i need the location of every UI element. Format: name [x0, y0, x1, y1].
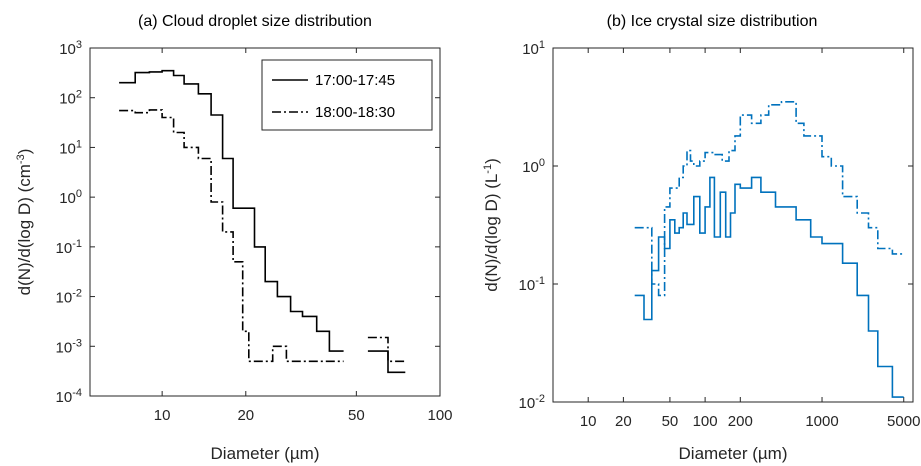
panel-b: (b) Ice crystal size distribution 10 20 50…: [482, 13, 920, 463]
x-tick-label: 10: [580, 413, 597, 430]
x-tick-label: 100: [427, 407, 452, 424]
y-tick-label: 10-4: [56, 387, 82, 406]
y-tick-label: 10-3: [56, 337, 82, 356]
x-tick-label: 20: [237, 407, 254, 424]
y-tick-label: 103: [59, 39, 82, 58]
y-tick-label: 100: [522, 157, 545, 176]
legend-label-series-1: 17:00-17:45: [315, 72, 395, 89]
series-line-2: [119, 109, 406, 363]
chart-a-plot-frame: [89, 47, 441, 397]
x-tick-label: 50: [662, 413, 679, 430]
series-line-1: [634, 176, 904, 398]
chart-a-legend: 17:00-17:45 18:00-18:30: [261, 59, 433, 131]
y-tick-label: 10-1: [56, 238, 82, 257]
panel-a: (a) Cloud droplet size distribution 10 20…: [15, 13, 453, 463]
chart-a-ylabel: d(N)/d(log D) (cm-3): [15, 149, 34, 296]
chart-a-xlabel: Diameter (µm): [211, 444, 320, 463]
series-line-1: [119, 69, 344, 352]
x-tick-label: 1000: [805, 413, 838, 430]
x-tick-label: 20: [615, 413, 632, 430]
x-tick-label: 5000: [887, 413, 920, 430]
y-tick-label: 101: [59, 138, 82, 157]
series-line-3: [367, 350, 406, 374]
legend-box: [261, 59, 433, 131]
y-tick-label: 101: [522, 39, 545, 58]
chart-b-ylabel: d(N)/d(log D) (L-1): [482, 158, 501, 292]
chart-b-plot-frame: [552, 47, 914, 403]
x-tick-label: 50: [348, 407, 365, 424]
chart-b-xlabel: Diameter (µm): [679, 444, 788, 463]
y-tick-label: 10-1: [519, 275, 545, 294]
chart-b-title: (b) Ice crystal size distribution: [607, 13, 818, 30]
chart-b-series: [634, 101, 904, 398]
chart-a-series: [119, 69, 406, 374]
y-tick-label: 10-2: [519, 393, 545, 412]
chart-a-title: (a) Cloud droplet size distribution: [138, 13, 372, 30]
x-tick-label: 200: [728, 413, 753, 430]
y-tick-label: 10-2: [56, 288, 82, 307]
chart-b-ticks: 10 20 50 100 200 1000 5000 10-2 10-1 100 101: [519, 39, 921, 430]
x-tick-label: 100: [693, 413, 718, 430]
y-tick-label: 100: [59, 188, 82, 207]
series-line-2: [634, 101, 904, 297]
y-tick-label: 102: [59, 89, 82, 108]
chart-a-ticks: 10 20 50 100 10-4 10-3 10-2 10-1 100 101 102 103: [56, 39, 453, 424]
legend-label-series-2: 18:00-18:30: [315, 104, 395, 121]
x-tick-label: 10: [154, 407, 171, 424]
